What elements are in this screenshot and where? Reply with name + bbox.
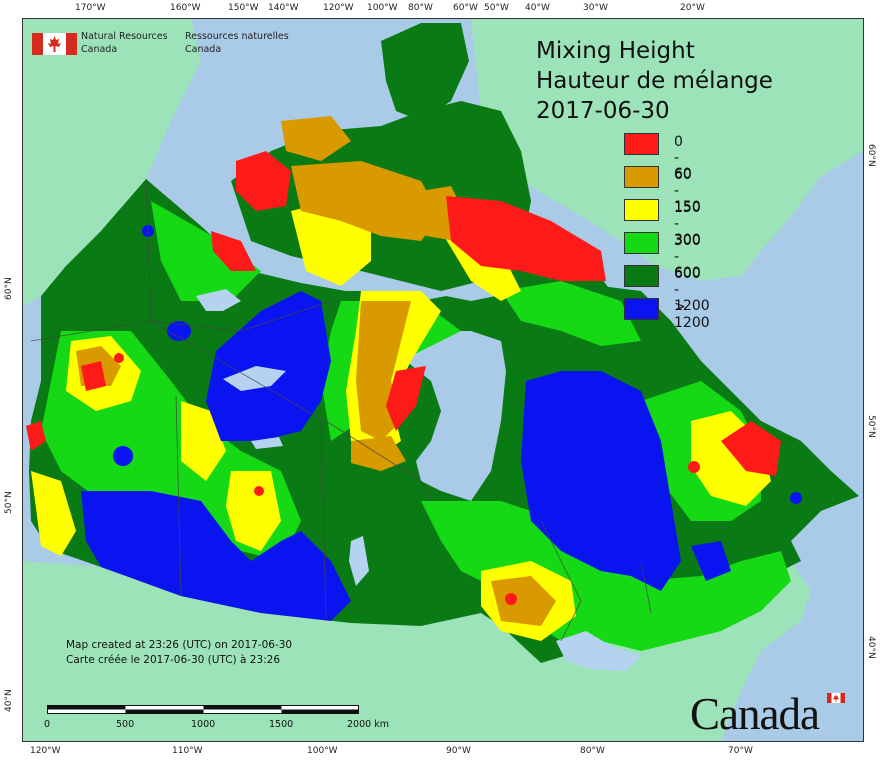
zone-over-1200 [521,371,681,591]
zone-over-1200 [81,491,351,621]
lon-label-bottom: 120°W [30,746,61,756]
legend-swatch [624,298,659,320]
zone-0-60 [505,593,517,605]
lat-label-left: 40°N [4,689,14,712]
legend-label: 150 - 300 [674,200,701,248]
legend-label: 0 - 60 [674,134,692,182]
scale-label: 500 [116,719,135,730]
scale-label: 2000 km [347,719,389,730]
great-bear-lake [196,289,241,311]
title-line-fr: Hauteur de mélange [536,68,773,94]
alaska-land [23,19,201,306]
lat-label-right: 60°N [866,144,876,167]
lon-label-top: 140°W [268,3,299,13]
lake-winnipeg [349,536,369,586]
credit-line-en: Map created at 23:26 (UTC) on 2017-06-30 [66,639,293,651]
zone-60-150 [291,161,441,241]
legend-swatch [624,166,659,188]
zone-60-150 [491,576,556,626]
legend-swatch [624,133,659,155]
legend-swatch [624,199,659,221]
lat-label-right: 40°N [866,636,876,659]
zone-0-60 [688,461,700,473]
great-lakes [556,631,641,671]
legend-swatch [624,232,659,254]
usa-land [23,561,811,741]
zone-150-300 [31,471,76,556]
agency-en-line2: Canada [81,44,118,55]
lon-label-bottom: 70°W [728,746,753,756]
zone-0-60 [721,421,781,476]
lon-label-bottom: 80°W [580,746,605,756]
title-line-en: Mixing Height [536,38,695,64]
zone-0-60 [236,151,291,211]
zone-over-1200 [206,291,331,441]
zone-over-1200 [790,492,802,504]
lake-athabasca [251,437,283,449]
credit-line-fr: Carte créée le 2017-06-30 (UTC) à 23:26 [66,654,281,666]
hudson-bay [406,331,506,501]
lat-label-left: 60°N [4,277,14,300]
legend-label: > 1200 [674,299,710,331]
great-slave-lake [223,366,286,391]
lat-label-left: 50°N [4,491,14,514]
zone-300-600 [151,201,261,301]
agency-fr-line1: Ressources naturelles [185,31,289,42]
zone-over-1200 [167,321,191,341]
lon-label-top: 150°W [228,3,259,13]
zone-300-600 [501,281,641,346]
iceland-land [846,36,863,71]
canada-flag-icon [32,33,77,55]
canada-wordmark: Canada [690,689,820,739]
zone-over-1200 [691,541,731,581]
legend-label: 300 - 600 [674,233,701,281]
lon-label-top: 80°W [408,3,433,13]
map-svg [23,19,863,741]
agency-fr-line2: Canada [185,44,222,55]
lon-label-bottom: 110°W [172,746,203,756]
lon-label-top: 160°W [170,3,201,13]
zone-60-150 [281,116,351,161]
lon-label-top: 60°W [453,3,478,13]
lon-label-top: 40°W [525,3,550,13]
creation-credit: Map created at 23:26 (UTC) on 2017-06-30… [66,638,292,668]
map-title: Mixing Height Hauteur de mélange 2017-06… [536,36,773,126]
zone-0-60 [114,353,124,363]
zone-0-60 [81,361,106,391]
lon-label-top: 50°W [484,3,509,13]
scale-label: 1000 [191,719,216,730]
scale-label: 0 [44,719,51,730]
legend-label: 600 - 1200 [674,266,710,314]
zone-300-600 [421,501,791,651]
lon-label-top: 170°W [75,3,106,13]
zone-150-300 [226,471,281,551]
scale-bar-graphic [47,705,359,714]
zone-0-60 [211,231,256,271]
zone-over-1200 [113,446,133,466]
wordmark-flag-icon [827,693,845,703]
scale-label: 1500 [269,719,294,730]
lon-label-bottom: 100°W [307,746,338,756]
map-canvas [22,18,864,742]
lon-label-top: 30°W [583,3,608,13]
title-date: 2017-06-30 [536,98,670,124]
zone-0-60 [386,366,426,431]
lon-label-bottom: 90°W [446,746,471,756]
zone-60-150 [351,436,406,471]
ellesmere [381,23,469,121]
lat-label-right: 50°N [866,415,876,438]
legend-label: 60 - 150 [674,167,701,215]
lon-label-top: 100°W [367,3,398,13]
zone-0-60 [254,486,264,496]
lon-label-top: 20°W [680,3,705,13]
lon-label-top: 120°W [323,3,354,13]
legend-swatch [624,265,659,287]
zone-0-60 [446,196,606,281]
zone-0-60 [26,421,46,451]
agency-en-line1: Natural Resources [81,31,168,42]
provincial-boundaries [30,178,652,642]
greenland-land [471,19,863,281]
